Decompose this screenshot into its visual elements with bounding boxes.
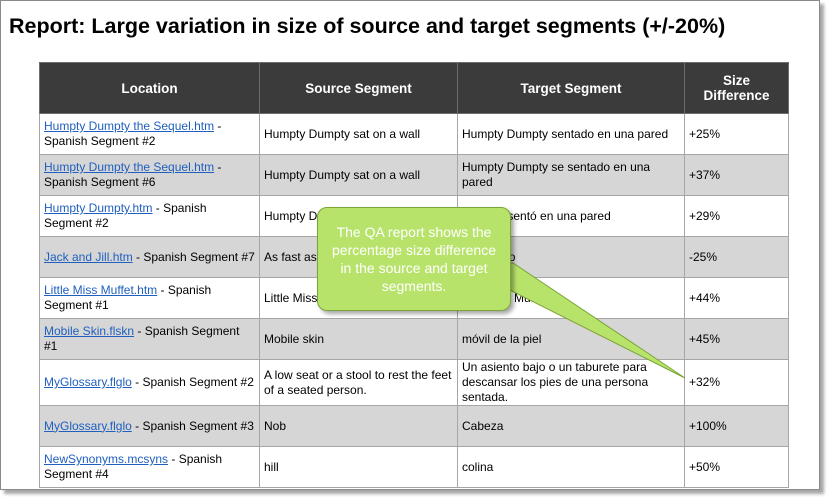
size-difference-cell: +45% (684, 318, 789, 360)
location-segment-label: - Spanish Segment #2 (131, 375, 254, 389)
location-segment-label: - Spanish Segment #1 (44, 324, 240, 353)
size-difference-cell: +50% (684, 446, 789, 488)
size-difference-cell: +37% (684, 154, 789, 196)
source-segment-cell: Nob (259, 405, 458, 447)
table-header-row: Location Source Segment Target Segment S… (39, 62, 789, 114)
location-cell: MyGlossary.flglo - Spanish Segment #3 (39, 405, 260, 447)
location-file-link[interactable]: Humpty Dumpty the Sequel.htm (44, 119, 215, 133)
location-file-link[interactable]: MyGlossary.flglo (44, 375, 132, 389)
table-row: Humpty Dumpty the Sequel.htm - Spanish S… (39, 154, 789, 196)
location-file-link[interactable]: Mobile Skin.flskn (44, 324, 135, 338)
callout-text: The QA report shows the percentage size … (332, 224, 496, 294)
target-segment-cell: móvil de la piel (457, 318, 685, 360)
location-segment-label: - Spanish Segment #3 (131, 418, 254, 433)
size-difference-cell: +44% (684, 277, 789, 319)
location-file-link[interactable]: Jack and Jill.htm (44, 249, 133, 264)
source-segment-cell: A low seat or a stool to rest the feet o… (259, 359, 458, 406)
location-file-link[interactable]: Humpty Dumpty the Sequel.htm (44, 160, 215, 174)
size-difference-cell: +29% (684, 195, 789, 237)
report-title: Report: Large variation in size of sourc… (9, 14, 726, 38)
location-segment-label: - Spanish Segment #4 (44, 452, 223, 481)
location-segment-label: - Spanish Segment #2 (44, 119, 222, 148)
location-cell: NewSynonyms.mcsyns - Spanish Segment #4 (39, 446, 260, 488)
table-row: NewSynonyms.mcsyns - Spanish Segment #4 h… (39, 446, 789, 488)
source-segment-cell: Mobile skin (259, 318, 458, 360)
location-cell: Mobile Skin.flskn - Spanish Segment #1 (39, 318, 260, 360)
size-difference-cell: +32% (684, 359, 789, 406)
source-segment-cell: Humpty Dumpty sat on a wall (259, 154, 458, 196)
location-cell: Jack and Jill.htm - Spanish Segment #7 (39, 236, 260, 278)
location-segment-label: - Spanish Segment #6 (44, 160, 222, 189)
header-size-difference: Size Difference (684, 62, 789, 114)
location-file-link[interactable]: MyGlossary.flglo (44, 418, 132, 433)
size-difference-cell: -25% (684, 236, 789, 278)
target-segment-cell: Cabeza (457, 405, 685, 447)
header-source-segment: Source Segment (259, 62, 458, 114)
size-difference-cell: +25% (684, 113, 789, 155)
location-file-link[interactable]: NewSynonyms.mcsyns (44, 452, 169, 466)
location-cell: Humpty Dumpty the Sequel.htm - Spanish S… (39, 113, 260, 155)
table-row: Humpty Dumpty the Sequel.htm - Spanish S… (39, 113, 789, 155)
location-cell: MyGlossary.flglo - Spanish Segment #2 (39, 359, 260, 406)
target-segment-cell: Humpty Dumpty sentado en una pared (457, 113, 685, 155)
target-segment-cell: Humpty Dumpty se sentado en una pared (457, 154, 685, 196)
location-segment-label: - Spanish Segment #2 (44, 201, 207, 230)
target-segment-cell: Un asiento bajo o un taburete para desca… (457, 359, 685, 406)
table-row: MyGlossary.flglo - Spanish Segment #2 A l… (39, 359, 789, 406)
location-file-link[interactable]: Little Miss Muffet.htm (44, 283, 158, 297)
table-row: MyGlossary.flglo - Spanish Segment #3 Nob… (39, 405, 789, 447)
location-file-link[interactable]: Humpty Dumpty.htm (44, 201, 153, 215)
location-segment-label: - Spanish Segment #7 (132, 249, 255, 264)
header-location: Location (39, 62, 260, 114)
report-window: Report: Large variation in size of sourc… (0, 0, 820, 490)
source-segment-cell: hill (259, 446, 458, 488)
source-segment-cell: Humpty Dumpty sat on a wall (259, 113, 458, 155)
table-row: Mobile Skin.flskn - Spanish Segment #1 Mo… (39, 318, 789, 360)
header-size-line2: Difference (703, 88, 770, 103)
target-segment-cell: colina (457, 446, 685, 488)
location-segment-label: - Spanish Segment #1 (44, 283, 212, 312)
size-difference-cell: +100% (684, 405, 789, 447)
location-cell: Humpty Dumpty the Sequel.htm - Spanish S… (39, 154, 260, 196)
location-cell: Little Miss Muffet.htm - Spanish Segment… (39, 277, 260, 319)
qa-callout-bubble: The QA report shows the percentage size … (317, 207, 511, 311)
location-cell: Humpty Dumpty.htm - Spanish Segment #2 (39, 195, 260, 237)
header-size-line1: Size (722, 73, 750, 88)
header-target-segment: Target Segment (457, 62, 685, 114)
